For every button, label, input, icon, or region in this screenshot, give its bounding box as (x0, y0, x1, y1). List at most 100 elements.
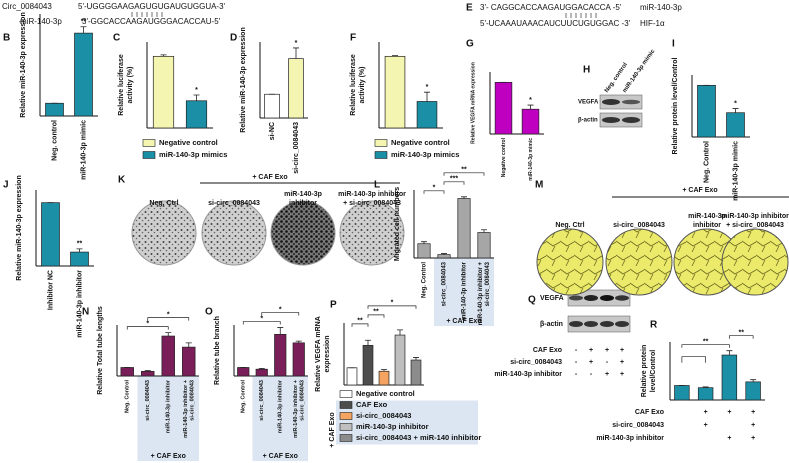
y-axis-label: Relative luciferase (350, 54, 357, 116)
x-tick-label: Neg. Control (125, 380, 131, 413)
condition-label: CAF Exo (533, 347, 562, 354)
panel-label: C (113, 33, 120, 44)
bar (41, 202, 60, 267)
error-bar (295, 340, 302, 343)
significance-bracket (443, 181, 465, 185)
x-tick-label: si-circ_0084043 (259, 380, 265, 421)
condition-mark: - (575, 359, 578, 366)
blot-band (600, 295, 614, 301)
micrograph (721, 228, 789, 296)
blot-band (622, 99, 640, 105)
condition-mark: - (575, 347, 578, 354)
x-tick-label: si-circ_0084043 (442, 261, 448, 306)
bar (394, 334, 406, 386)
error-bar (76, 248, 83, 253)
blot-band (569, 321, 583, 327)
group-label: + CAF Exo (446, 318, 481, 325)
sequence-panel-e: E 3'- CAGGCACCAAGAUGGACACCA -5' miR-140-… (466, 3, 682, 28)
sequence-name: HIF-1α (640, 19, 665, 28)
panel-label: H (583, 65, 590, 76)
image-label: Neg. Ctrl (149, 200, 178, 207)
image-label: inhibitor (693, 222, 721, 229)
sequence-name: miR-140-3p (640, 3, 682, 12)
micrograph (131, 200, 197, 266)
error-bar (185, 342, 192, 348)
significance-label: * (279, 306, 282, 313)
condition-mark: + (751, 422, 755, 429)
error-bar (702, 386, 709, 388)
micrograph (605, 228, 673, 296)
significance-label: ** (81, 19, 87, 26)
legend-shading (336, 400, 478, 445)
pairing-lines (565, 13, 597, 18)
significance-label: * (529, 97, 532, 104)
condition-mark: + (704, 409, 708, 416)
condition-label: miR-140-3p inhibitor (596, 435, 664, 442)
image-label: miR-140-3p inhibitor (338, 191, 406, 198)
sequence: 3'-GGCACCAAGAUGGGACACCAU-5' (82, 17, 221, 26)
y-axis-label: Relative tube branch (214, 316, 221, 385)
x-tick-label: si-circ_0084043 (145, 380, 151, 421)
significance-bracket (126, 326, 169, 330)
error-bar (293, 47, 299, 59)
x-tick-label: si-circ_0084043 (485, 261, 491, 306)
significance-bracket (367, 305, 417, 309)
significance-label: ** (373, 309, 379, 316)
bar (416, 101, 438, 129)
panel-label: R (650, 320, 658, 331)
x-tick-label: miR-140-3p mimic (80, 120, 87, 180)
condition-mark: - (575, 371, 578, 378)
legend-swatch (142, 151, 156, 159)
bar (255, 368, 268, 377)
significance-bracket (242, 321, 281, 325)
error-bar (413, 357, 419, 361)
group-shading (137, 376, 199, 461)
x-tick-label: si-circ_0084043 (299, 380, 305, 421)
bar (378, 370, 390, 386)
bar (185, 100, 208, 129)
y-axis-label: Relative protein level/Control (672, 58, 679, 155)
significance-label: ** (739, 330, 745, 337)
significance-bracket (443, 172, 485, 176)
legend-swatch (339, 434, 353, 442)
condition-mark: + (727, 435, 731, 442)
significance-label: * (167, 311, 170, 318)
image-label: si-circ_0084043 (613, 222, 665, 229)
significance-label: * (391, 300, 394, 307)
legend-swatch (339, 401, 353, 409)
y-axis-label: Migrated cell numbers (394, 187, 401, 261)
significance-label: *** (450, 176, 458, 183)
group-label: + CAF Exo (151, 453, 186, 460)
x-tick-label: Neg. Control (422, 262, 428, 298)
bar (437, 254, 451, 259)
bar (292, 342, 305, 377)
legend-label: CAF Exo (356, 400, 388, 409)
panel-label: G (466, 39, 474, 50)
y-axis-label: Relative Total tube lengths (97, 306, 104, 395)
blot-band (599, 112, 643, 128)
panel-label: N (82, 307, 89, 318)
image-label: Neg. Ctrl (555, 222, 584, 229)
significance-label: ** (357, 318, 363, 325)
panel-label: O (205, 307, 213, 318)
legend-label: Negative control (356, 389, 415, 398)
significance-label: * (433, 185, 436, 192)
condition-mark: + (620, 347, 624, 354)
micrograph (339, 200, 405, 266)
bar (264, 93, 280, 119)
image-label: miR-140-3p (688, 213, 726, 220)
panel-label: P (330, 300, 337, 311)
error-bar (193, 94, 200, 101)
error-bar (392, 55, 398, 57)
image-label: inhibitor (289, 200, 317, 207)
blot-row-label: VEGFA (540, 295, 564, 302)
sequence-name: Circ_0084043 (2, 2, 52, 11)
sequence: 5'-UCAAAUAAACAUCUUCUGUGGAC -3' (480, 19, 631, 28)
x-tick-label: miR-140-3p inhibitor (166, 379, 172, 433)
sequence: 5'-UGGGGAAGAGUGUGAUGUGGUA-3' (78, 2, 226, 11)
image-label: miR-140-3p inhibitor (721, 213, 789, 220)
y-axis-label: Relative VEGFA mRNA (315, 316, 322, 392)
bar (477, 232, 491, 259)
error-bar (258, 367, 265, 370)
